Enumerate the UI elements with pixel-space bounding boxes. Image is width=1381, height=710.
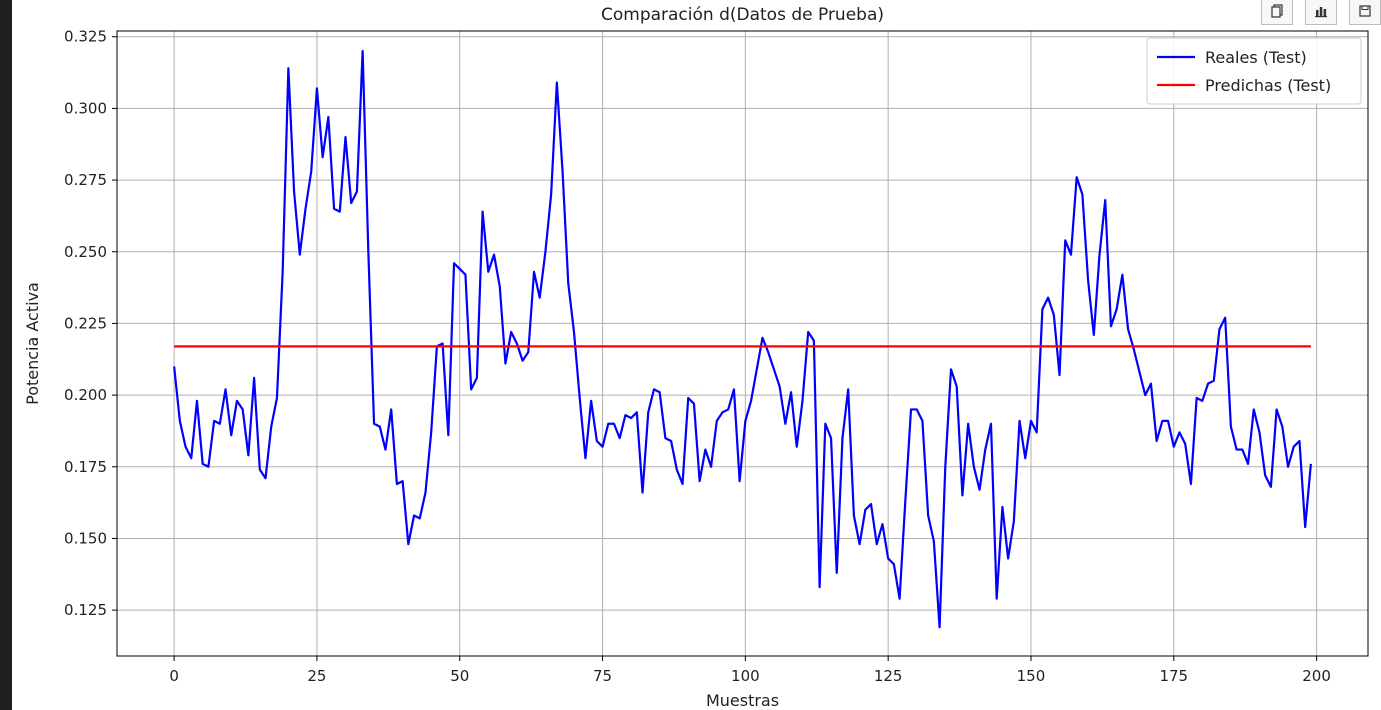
y-tick-label: 0.225 bbox=[64, 314, 107, 332]
x-tick-label: 125 bbox=[874, 667, 903, 685]
y-tick-label: 0.150 bbox=[64, 529, 107, 547]
x-tick-label: 150 bbox=[1017, 667, 1046, 685]
x-tick-label: 0 bbox=[169, 667, 179, 685]
x-tick-label: 25 bbox=[307, 667, 326, 685]
legend-label: Reales (Test) bbox=[1205, 48, 1307, 67]
legend-label: Predichas (Test) bbox=[1205, 76, 1331, 95]
copy-icon[interactable] bbox=[1261, 0, 1293, 25]
x-tick-label: 200 bbox=[1302, 667, 1331, 685]
y-tick-label: 0.250 bbox=[64, 243, 107, 261]
chart-toolbar bbox=[1261, 0, 1381, 25]
plot-frame bbox=[116, 30, 1369, 657]
y-tick-label: 0.300 bbox=[64, 99, 107, 117]
copy-glyph bbox=[1271, 4, 1283, 18]
x-tick-label: 100 bbox=[731, 667, 760, 685]
y-tick-label: 0.275 bbox=[64, 171, 107, 189]
x-axis-label: Muestras bbox=[706, 691, 779, 710]
save-glyph bbox=[1359, 5, 1371, 17]
y-tick-label: 0.125 bbox=[64, 601, 107, 619]
series-line-reales bbox=[173, 49, 1312, 629]
bar-chart-glyph bbox=[1315, 7, 1327, 18]
save-icon[interactable] bbox=[1349, 0, 1381, 25]
x-tick-label: 175 bbox=[1159, 667, 1188, 685]
window-edge-strip bbox=[0, 0, 12, 710]
y-tick-label: 0.175 bbox=[64, 458, 107, 476]
legend-box bbox=[1146, 37, 1362, 105]
chart-title: Comparación d(Datos de Prueba) bbox=[601, 5, 884, 25]
y-axis-label: Potencia Activa bbox=[23, 282, 42, 405]
x-tick-label: 75 bbox=[593, 667, 612, 685]
x-tick-label: 50 bbox=[450, 667, 469, 685]
y-tick-label: 0.200 bbox=[64, 386, 107, 404]
bar-chart-icon[interactable] bbox=[1305, 0, 1337, 25]
y-tick-label: 0.325 bbox=[64, 28, 107, 46]
